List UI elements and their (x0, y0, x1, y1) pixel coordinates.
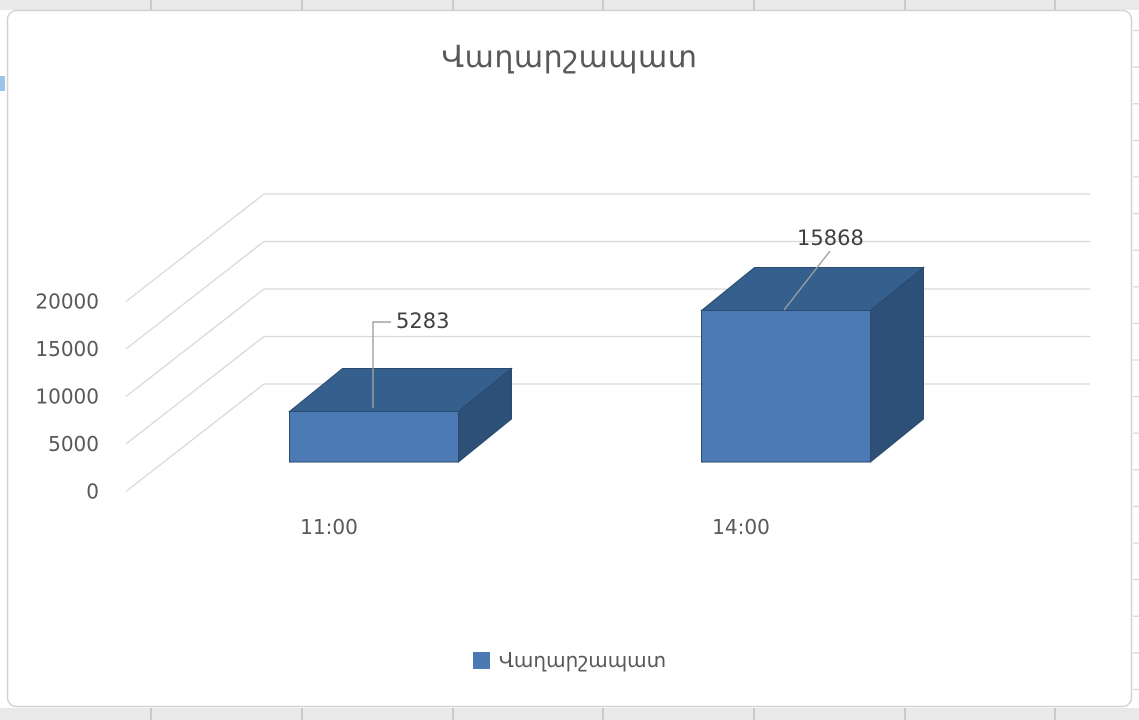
data-label-leader-line (783, 250, 831, 311)
sheet-row-gridline (1133, 176, 1139, 178)
sheet-column-gridline (452, 0, 454, 10)
sheet-column-gridline (904, 0, 906, 10)
legend-label: Վաղարշապատ (498, 648, 667, 672)
sheet-row-gridline (1133, 688, 1139, 690)
data-label-11-00[interactable]: 5283 (372, 309, 449, 408)
sheet-column-gridline (1054, 708, 1056, 720)
y-axis-tick-label: 20000 (35, 290, 99, 314)
y-axis-tick-label: 10000 (35, 385, 99, 409)
sheet-row-gridline (1133, 652, 1139, 654)
value-gridline (125, 193, 1090, 303)
sheet-row-gridline (1133, 615, 1139, 617)
sheet-row-gridline (1133, 542, 1139, 544)
y-axis-tick-label: 0 (86, 480, 99, 504)
sheet-column-gridline (452, 708, 454, 720)
sheet-column-gridline (753, 0, 755, 10)
bar-11-00[interactable] (288, 367, 513, 464)
x-axis[interactable]: 11:00 14:00 (300, 515, 770, 539)
sheet-row-gridline (1133, 66, 1139, 68)
sheet-row-gridline (1133, 396, 1139, 398)
data-label-value: 15868 (797, 226, 864, 250)
chart-title[interactable]: Վաղարշապատ (441, 40, 698, 75)
sheet-row-gridline (1133, 432, 1139, 434)
bar-front-face (289, 411, 459, 463)
sheet-column-gridline (753, 708, 755, 720)
sheet-row-gridline (1133, 359, 1139, 361)
sheet-row-gridline (1133, 579, 1139, 581)
y-axis-tick-label: 5000 (48, 432, 99, 456)
sheet-top-strip (0, 0, 1139, 10)
sheet-column-gridline (904, 708, 906, 720)
sheet-column-gridline (602, 708, 604, 720)
chart-area[interactable] (6, 9, 1133, 708)
sheet-column-gridline (602, 0, 604, 10)
sheet-column-gridline (301, 708, 303, 720)
legend[interactable]: Վաղարշապատ (7, 648, 1132, 672)
x-axis-category-label: 11:00 (300, 515, 358, 539)
sheet-row-gridline (1133, 469, 1139, 471)
sheet-column-gridline (1054, 0, 1056, 10)
x-axis-category-label: 14:00 (712, 515, 770, 539)
sheet-bottom-strip (0, 708, 1139, 720)
sheet-row-gridline (1133, 249, 1139, 251)
bar-14-00[interactable] (700, 266, 925, 464)
sheet-column-gridline (150, 0, 152, 10)
data-label-14-00[interactable]: 15868 (783, 226, 864, 311)
data-label-leader-line (372, 321, 391, 408)
sheet-row-gridline (1133, 213, 1139, 215)
sheet-row-gridline (1133, 286, 1139, 288)
sheet-column-gridline (301, 0, 303, 10)
data-label-value: 5283 (396, 309, 449, 333)
value-gridline (125, 240, 1090, 350)
bar-front-face (701, 309, 871, 463)
sheet-column-gridline (150, 708, 152, 720)
y-axis-tick-label: 15000 (35, 337, 99, 361)
sheet-row-gridline (1133, 139, 1139, 141)
sheet-row-gridline (1133, 103, 1139, 105)
sheet-row-gridline (1133, 30, 1139, 32)
sheet-row-gridline (1133, 322, 1139, 324)
sheet-selection-mark (0, 76, 5, 91)
sheet-row-gridline (1133, 505, 1139, 507)
y-axis[interactable]: 0 5000 10000 15000 20000 (35, 290, 99, 504)
legend-swatch-icon (472, 651, 490, 669)
